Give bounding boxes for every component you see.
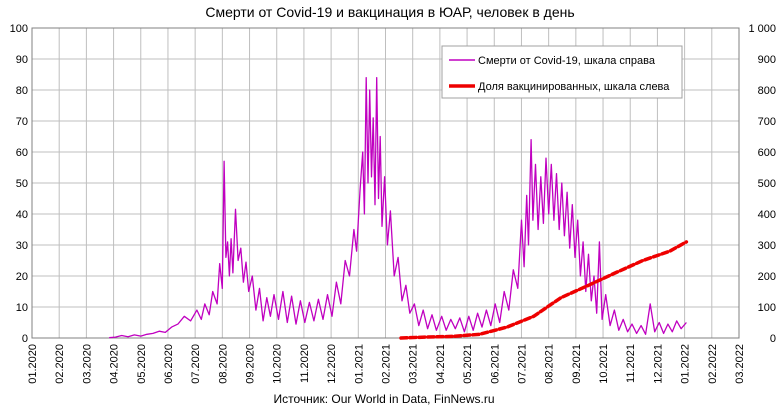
x-tick-label: 02.2020 — [54, 344, 66, 384]
x-tick-label: 06.2021 — [489, 344, 501, 384]
x-tick-label: 04.2021 — [435, 344, 447, 384]
x-tick-label: 08.2021 — [544, 344, 556, 384]
legend: Смерти от Covid-19, шкала справа Доля вак… — [441, 45, 683, 99]
x-tick-label: 12.2020 — [326, 344, 338, 384]
x-tick-label: 04.2020 — [109, 344, 121, 384]
right-tick-label: 900 — [758, 54, 776, 66]
right-tick-label: 500 — [758, 178, 776, 190]
right-tick-label: 600 — [758, 147, 776, 159]
x-axis: 01.2020 02.2020 03.2020 04.2020 05.2020 06.20… — [27, 344, 746, 384]
x-tick-label: 03.2022 — [734, 344, 746, 384]
right-axis: 0 100 200 300 400 500 600 700 800 900 1 000 — [748, 23, 776, 345]
left-tick-label: 20 — [16, 271, 28, 283]
right-tick-label: 800 — [758, 85, 776, 97]
source-note: Источник: Our World in Data, FinNews.ru — [273, 392, 494, 406]
x-tick-label: 09.2021 — [571, 344, 583, 384]
left-tick-label: 70 — [16, 116, 28, 128]
left-tick-label: 90 — [16, 54, 28, 66]
x-tick-label: 10.2020 — [272, 344, 284, 384]
left-axis: 0 10 20 30 40 50 60 70 80 90 100 — [10, 23, 28, 345]
x-tick-label: 02.2022 — [707, 344, 719, 384]
series-layer — [109, 76, 689, 340]
left-tick-label: 60 — [16, 147, 28, 159]
x-tick-label: 01.2021 — [353, 344, 365, 384]
legend-box — [441, 45, 683, 99]
right-tick-label: 700 — [758, 116, 776, 128]
x-tick-label: 03.2020 — [81, 344, 93, 384]
x-tick-label: 12.2021 — [652, 344, 664, 384]
x-tick-label: 02.2021 — [381, 344, 393, 384]
right-tick-label: 100 — [758, 302, 776, 314]
x-tick-label: 10.2021 — [598, 344, 610, 384]
left-tick-label: 10 — [16, 302, 28, 314]
x-tick-label: 07.2021 — [516, 344, 528, 384]
x-tick-label: 06.2020 — [163, 344, 175, 384]
right-tick-label: 1 000 — [748, 23, 776, 35]
right-tick-label: 200 — [758, 271, 776, 283]
vaccinated-line — [399, 240, 689, 340]
x-tick-label: 11.2020 — [299, 344, 311, 383]
x-tick-label: 01.2020 — [27, 344, 39, 384]
deaths-line — [109, 76, 687, 339]
left-tick-label: 80 — [16, 85, 28, 97]
right-tick-label: 400 — [758, 209, 776, 221]
x-tick-label: 03.2021 — [408, 344, 420, 384]
left-tick-label: 40 — [16, 209, 28, 221]
right-tick-label: 300 — [758, 240, 776, 252]
x-tick-label: 05.2021 — [462, 344, 474, 384]
legend-label-deaths: Смерти от Covid-19, шкала справа — [478, 55, 656, 67]
x-tick-label: 07.2020 — [190, 344, 202, 384]
plot-border — [31, 27, 740, 339]
x-tick-label: 09.2020 — [245, 344, 257, 384]
x-tick-label: 08.2020 — [217, 344, 229, 384]
legend-label-vaccinated: Доля вакцинированных, шкала слева — [478, 81, 670, 93]
x-tick-label: 01.2022 — [680, 344, 692, 384]
left-tick-label: 50 — [16, 178, 28, 190]
left-tick-label: 30 — [16, 240, 28, 252]
left-tick-label: 100 — [10, 23, 28, 35]
right-tick-label: 0 — [770, 333, 776, 345]
left-tick-label: 0 — [22, 333, 28, 345]
x-tick-label: 05.2020 — [136, 344, 148, 384]
chart-title: Смерти от Covid-19 и вакцинация в ЮАР, ч… — [205, 4, 574, 20]
x-tick-label: 11.2021 — [625, 344, 637, 383]
